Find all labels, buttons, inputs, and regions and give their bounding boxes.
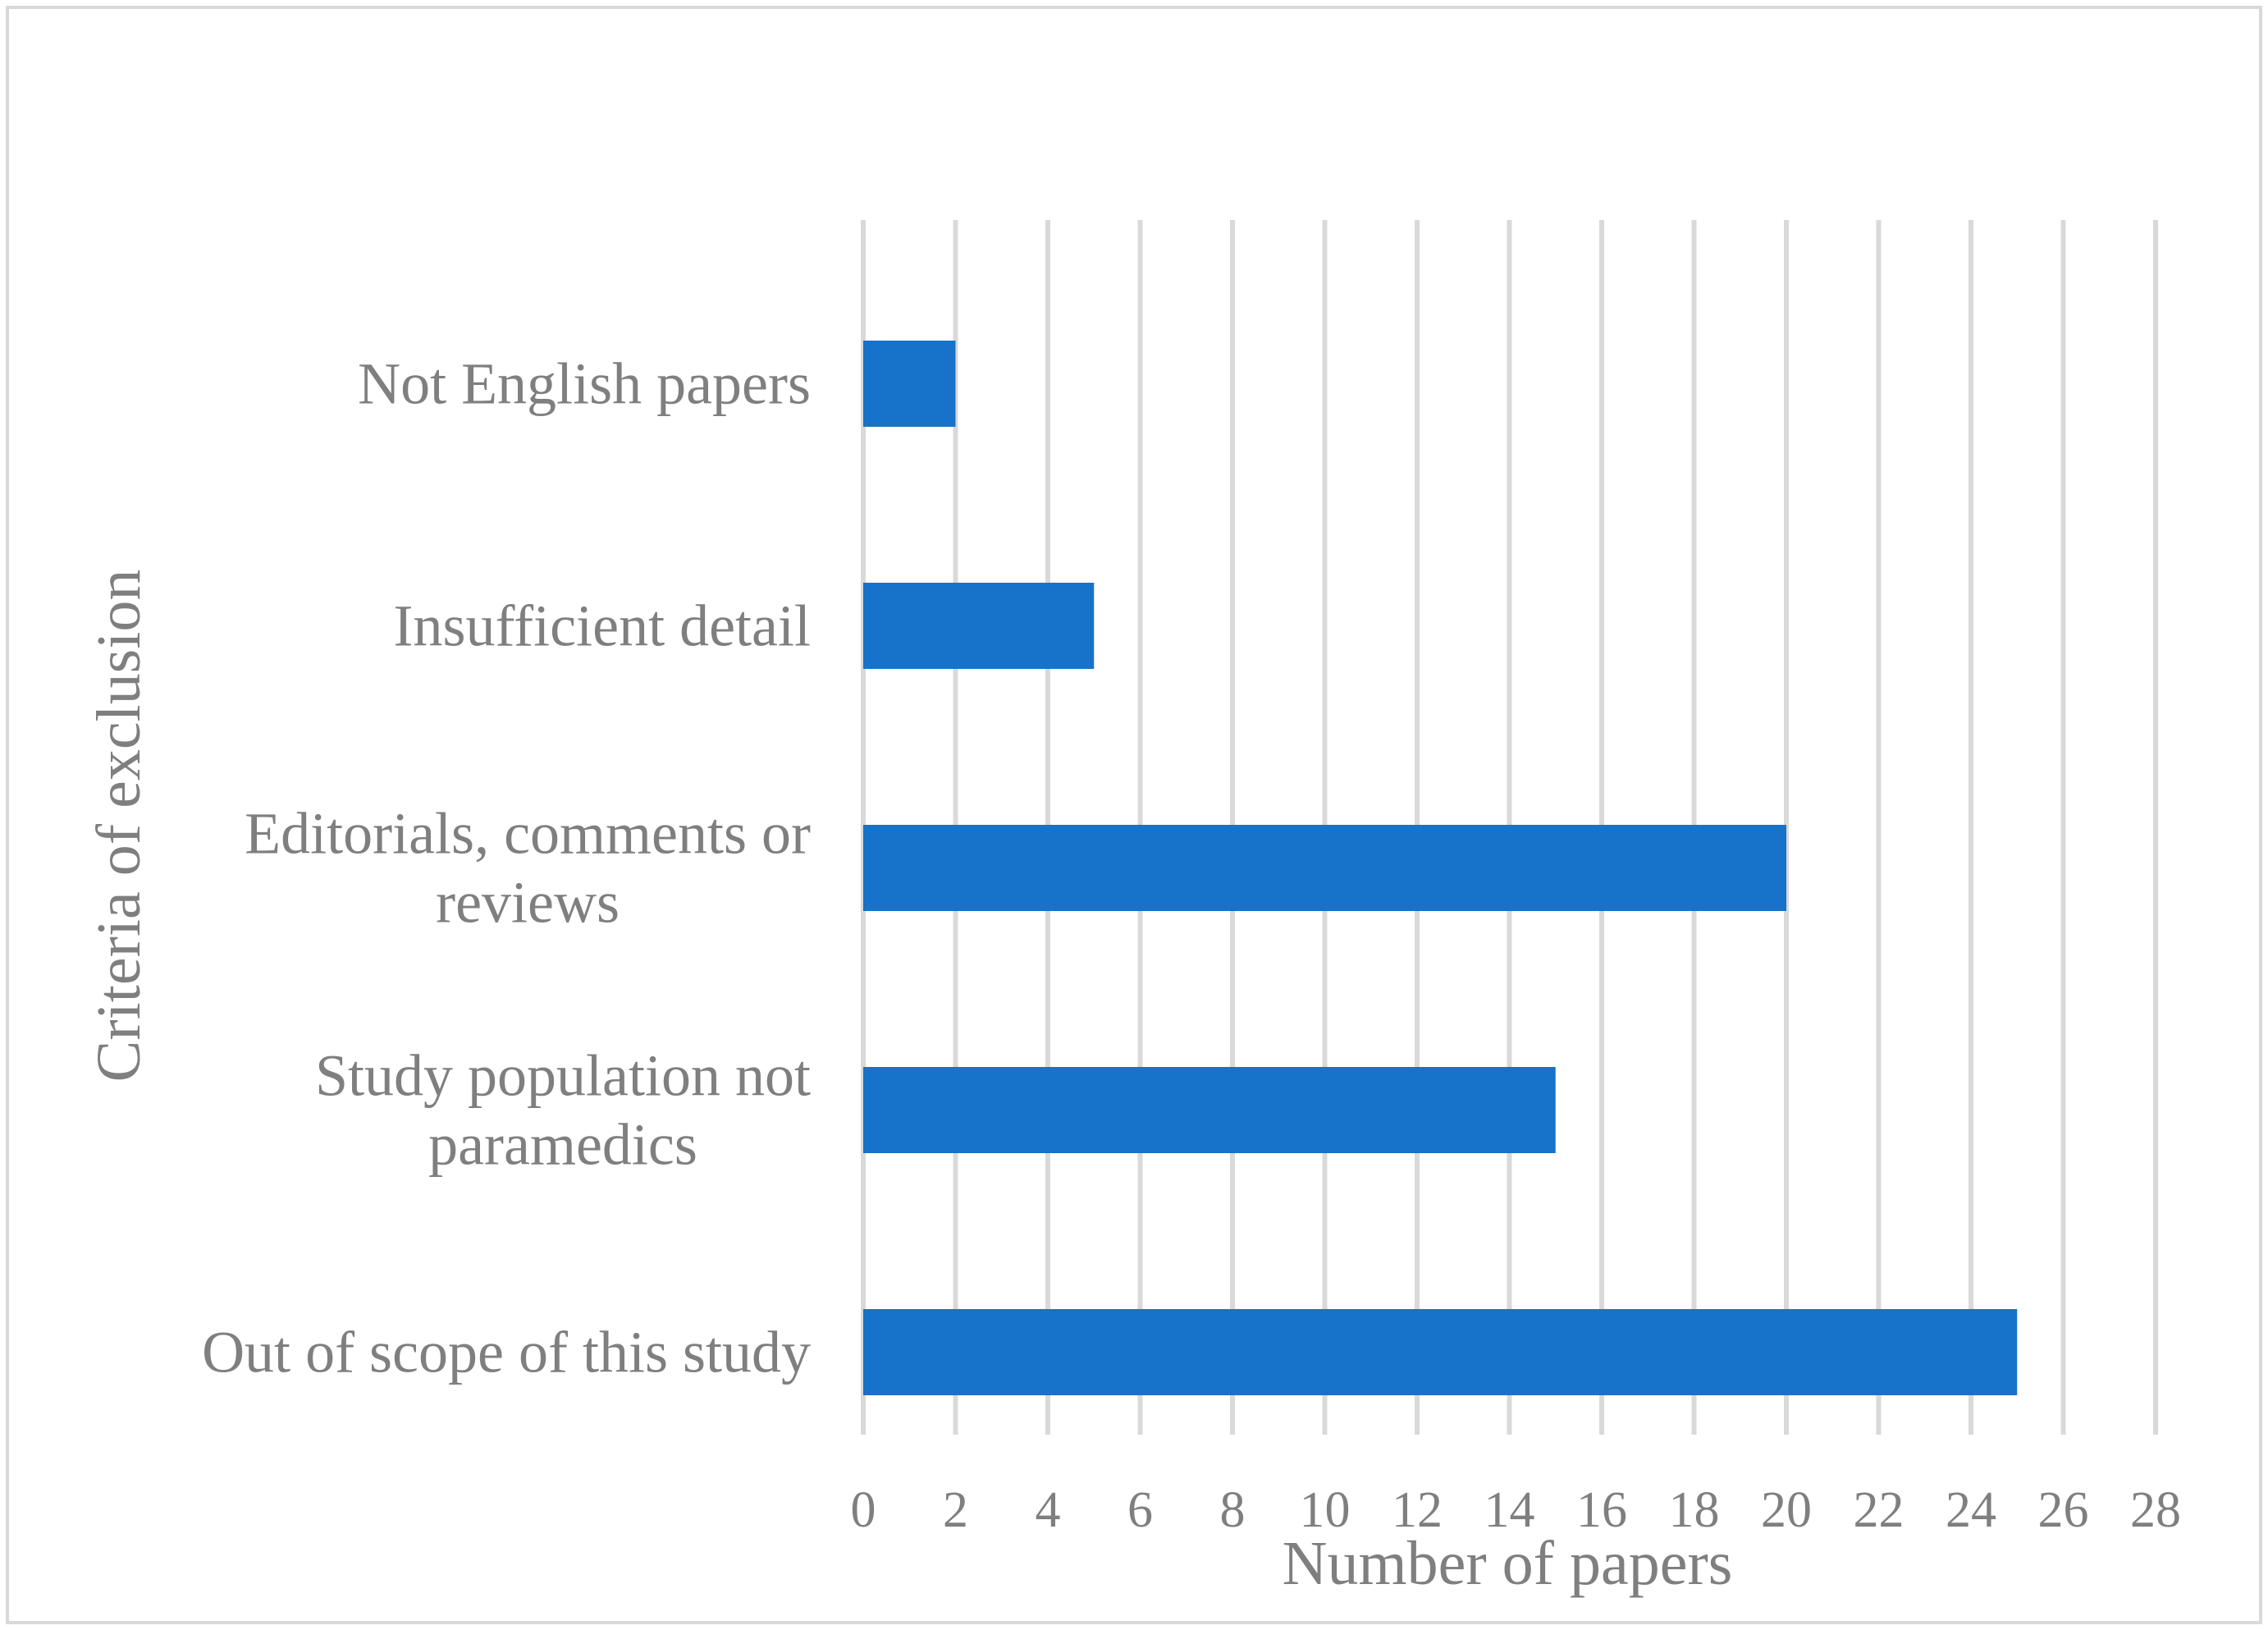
bars xyxy=(863,341,2018,1395)
category-label-line: Out of scope of this study xyxy=(202,1320,811,1385)
bar xyxy=(863,1067,1556,1153)
category-label-line: reviews xyxy=(436,870,620,936)
x-tick-label: 4 xyxy=(1036,1482,1061,1538)
category-label: Study population not paramedics xyxy=(315,1043,811,1178)
x-tick-label: 16 xyxy=(1576,1482,1627,1538)
category-label-line: Insufficient detail xyxy=(394,593,812,659)
category-label: Out of scope of this study xyxy=(202,1320,811,1385)
y-axis-title: Criteria of exclusion xyxy=(85,570,153,1083)
bar xyxy=(863,583,1095,669)
x-tick-label: 14 xyxy=(1484,1482,1535,1538)
x-tick-label: 26 xyxy=(2038,1482,2089,1538)
x-axis-title: Number of papers xyxy=(1283,1529,1733,1598)
x-tick-label: 18 xyxy=(1669,1482,1720,1538)
x-tick-label: 6 xyxy=(1127,1482,1153,1538)
x-tick-label: 22 xyxy=(1854,1482,1904,1538)
bar xyxy=(863,825,1786,911)
category-label-line: Editorials, comments or xyxy=(245,801,811,867)
category-label: Not English papers xyxy=(358,351,811,417)
category-label-line: Not English papers xyxy=(358,351,811,417)
category-labels: Not English papers Insufficient detail Edi… xyxy=(202,351,811,1385)
category-label: Insufficient detail xyxy=(394,593,812,659)
x-tick-label: 10 xyxy=(1300,1482,1351,1538)
x-tick-label: 24 xyxy=(1946,1482,1996,1538)
bar xyxy=(863,341,956,427)
category-label-line: paramedics xyxy=(428,1112,697,1178)
x-tick-label: 12 xyxy=(1392,1482,1443,1538)
x-tick-label: 20 xyxy=(1761,1482,1812,1538)
x-tick-labels: 0 2 4 6 8 10 12 14 16 18 20 22 24 26 28 xyxy=(851,1482,2182,1538)
x-tick-label: 8 xyxy=(1220,1482,1246,1538)
category-label: Editorials, comments or reviews xyxy=(245,801,811,936)
category-label-line: Study population not xyxy=(315,1043,811,1109)
bar xyxy=(863,1309,2018,1395)
x-tick-label: 28 xyxy=(2130,1482,2181,1538)
x-tick-label: 2 xyxy=(943,1482,968,1538)
x-tick-label: 0 xyxy=(851,1482,876,1538)
